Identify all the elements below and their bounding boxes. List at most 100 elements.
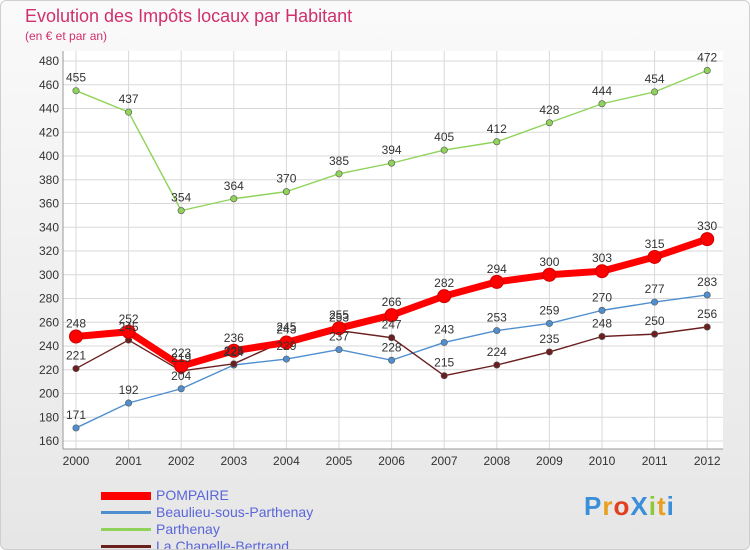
data-label: 277 [645, 282, 665, 296]
y-tick-label: 180 [39, 410, 59, 424]
data-point [493, 327, 501, 335]
data-label: 354 [171, 191, 191, 205]
data-label: 236 [224, 331, 244, 345]
data-label: 300 [539, 255, 559, 269]
data-point [545, 119, 553, 127]
data-label: 454 [645, 72, 665, 86]
data-point [384, 308, 399, 323]
data-label: 243 [434, 322, 454, 336]
y-tick-label: 340 [39, 220, 59, 234]
data-label: 370 [276, 172, 296, 186]
data-label: 259 [539, 303, 559, 317]
data-point [282, 355, 290, 363]
data-label: 221 [66, 349, 86, 363]
data-label: 255 [329, 308, 349, 322]
y-tick-label: 260 [39, 315, 59, 329]
data-point [121, 324, 136, 339]
proxiti-logo: ProXiti [584, 491, 675, 522]
data-label: 266 [382, 295, 402, 309]
data-point [651, 88, 659, 96]
data-label: 248 [66, 317, 86, 331]
y-tick-label: 160 [39, 434, 59, 448]
data-point [72, 365, 80, 373]
data-point [440, 146, 448, 154]
data-label: 270 [592, 290, 612, 304]
data-point [388, 334, 396, 342]
y-tick-label: 480 [39, 54, 59, 68]
data-point [703, 291, 711, 299]
data-point [174, 359, 189, 374]
data-point [598, 100, 606, 108]
data-point [700, 232, 715, 247]
data-label: 245 [119, 320, 139, 334]
y-tick-label: 420 [39, 125, 59, 139]
x-tick-label: 2006 [378, 454, 405, 468]
y-tick-label: 240 [39, 339, 59, 353]
legend-swatch-chapelle [101, 545, 151, 548]
x-tick-label: 2004 [273, 454, 300, 468]
data-point [440, 372, 448, 380]
logo-letter: t [656, 491, 667, 521]
y-tick-label: 220 [39, 363, 59, 377]
logo-letter: r [602, 491, 614, 521]
data-label: 282 [434, 276, 454, 290]
logo-letter: o [613, 491, 631, 521]
data-point [545, 348, 553, 356]
data-label: 223 [171, 346, 191, 360]
y-tick-label: 300 [39, 268, 59, 282]
data-point [335, 346, 343, 354]
data-label: 364 [224, 179, 244, 193]
data-label: 229 [276, 339, 296, 353]
data-point [72, 424, 80, 432]
data-point [493, 361, 501, 369]
data-label: 171 [66, 408, 86, 422]
data-label: 472 [697, 51, 717, 65]
legend-item-parthenay: Parthenay [101, 521, 313, 538]
data-label: 412 [487, 122, 507, 136]
data-point [545, 319, 553, 327]
data-label: 248 [592, 317, 612, 331]
data-point [542, 267, 557, 282]
legend-swatch-pompaire [101, 491, 151, 500]
data-label: 253 [329, 311, 349, 325]
x-tick-label: 2008 [483, 454, 510, 468]
data-label: 192 [119, 383, 139, 397]
data-label: 247 [382, 318, 402, 332]
y-tick-label: 200 [39, 387, 59, 401]
data-point [72, 87, 80, 95]
data-label: 256 [697, 307, 717, 321]
x-tick-label: 2000 [63, 454, 90, 468]
data-point [437, 289, 452, 304]
data-point [332, 321, 346, 336]
data-label: 253 [487, 311, 507, 325]
data-point [440, 338, 448, 346]
data-label: 245 [276, 320, 296, 334]
data-label: 225 [224, 344, 244, 358]
legend-swatch-beaulieu [101, 511, 151, 514]
plot-area [63, 51, 723, 449]
x-tick-label: 2011 [642, 454, 668, 468]
data-point [125, 108, 133, 116]
legend: POMPAIRE Beaulieu-sous-Parthenay Parthen… [101, 487, 313, 550]
y-tick-label: 440 [39, 102, 59, 116]
data-point [651, 298, 659, 306]
y-tick-label: 320 [39, 244, 59, 258]
logo-letter: i [666, 491, 675, 521]
x-tick-label: 2010 [589, 454, 616, 468]
legend-item-beaulieu: Beaulieu-sous-Parthenay [101, 504, 313, 521]
data-label: 215 [434, 356, 454, 370]
data-point [598, 306, 606, 314]
data-label: 219 [171, 351, 191, 365]
data-label: 252 [119, 312, 139, 326]
legend-label-parthenay: Parthenay [156, 521, 220, 537]
data-label: 455 [66, 71, 86, 85]
data-point [388, 159, 396, 167]
data-label: 204 [171, 369, 191, 383]
data-point [69, 329, 83, 344]
legend-item-pompaire: POMPAIRE [101, 487, 313, 504]
data-label: 330 [697, 219, 717, 233]
data-point [598, 332, 606, 340]
legend-label-chapelle: La Chapelle-Bertrand [156, 538, 290, 550]
data-point [493, 138, 501, 146]
